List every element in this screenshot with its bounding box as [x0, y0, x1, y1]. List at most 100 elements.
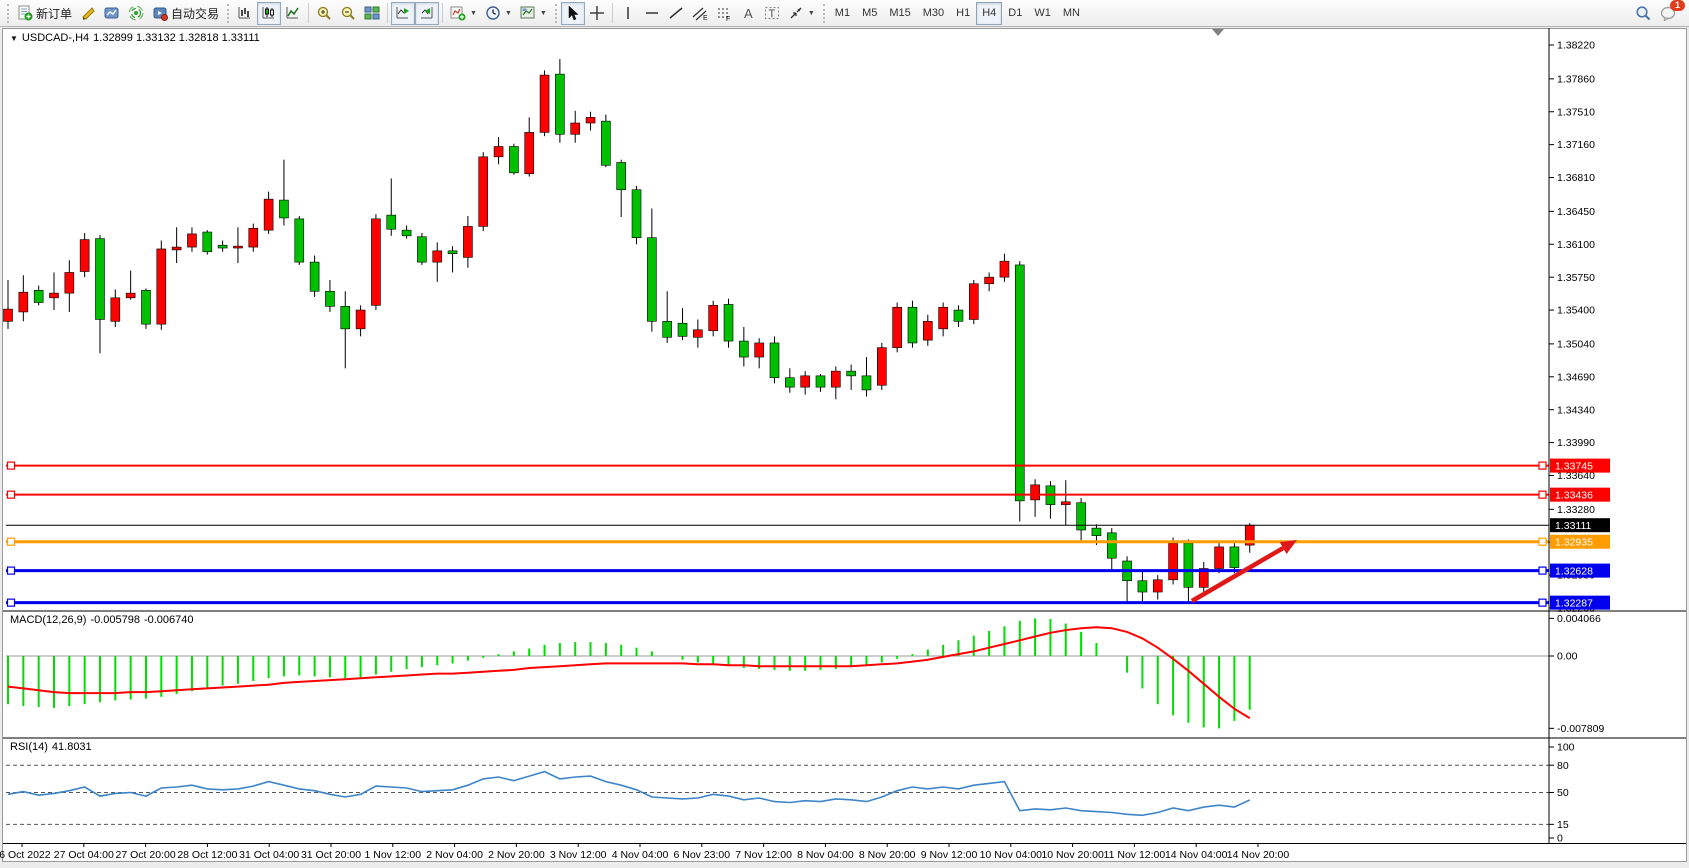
sonar-rings-icon — [128, 5, 144, 21]
candle-body — [585, 117, 596, 124]
level-handle[interactable] — [1538, 566, 1547, 575]
channel-tool-button[interactable]: E — [688, 2, 712, 25]
time-tick-label: 8 Nov 04:00 — [797, 849, 854, 861]
fibonacci-tool-button[interactable]: F — [712, 2, 736, 25]
tile-windows-button[interactable] — [360, 2, 384, 25]
macd-main-value: -0.005798 — [90, 614, 140, 626]
rsi-name: RSI(14) — [10, 741, 48, 753]
price-level-badge-text: 1.33436 — [1555, 489, 1593, 501]
price-tick-label: 1.36100 — [1557, 239, 1595, 251]
zoom-in-icon — [316, 5, 332, 21]
rsi-tick-label: 15 — [1557, 819, 1569, 831]
level-handle[interactable] — [6, 461, 16, 470]
annotation-arrow[interactable] — [1190, 540, 1297, 603]
bar-chart-button[interactable] — [233, 2, 257, 25]
line-chart-button[interactable] — [281, 2, 305, 25]
horizontal-line-icon — [644, 5, 660, 21]
fibonacci-icon: F — [716, 5, 732, 21]
price-tick-label: 1.37860 — [1557, 73, 1595, 85]
timeframe-m5-button[interactable]: M5 — [862, 7, 878, 19]
candle-body — [355, 309, 366, 330]
level-handle[interactable] — [6, 537, 16, 546]
candle-body — [601, 120, 611, 166]
zoom-in-button[interactable] — [312, 2, 336, 25]
cursor-icon — [565, 5, 581, 21]
rsi-line — [7, 770, 1251, 817]
timeframe-d1-button[interactable]: D1 — [1008, 7, 1023, 19]
text-tool-button[interactable]: A — [736, 2, 760, 25]
profile-button[interactable] — [76, 2, 100, 25]
horizontal-line-tool-button[interactable] — [640, 2, 664, 25]
periods-button[interactable]: ▼ — [481, 2, 516, 25]
candle-body — [831, 370, 841, 388]
add-indicator-icon — [450, 5, 466, 21]
candle-body — [968, 283, 979, 320]
crosshair-tool-button[interactable] — [585, 2, 609, 25]
candle-body — [49, 292, 59, 299]
candle-body — [662, 321, 672, 338]
vertical-line-tool-button[interactable] — [616, 2, 640, 25]
dropdown-caret-icon: ▼ — [539, 9, 547, 17]
level-handle[interactable] — [1538, 537, 1547, 546]
notifications-icon[interactable]: 1 — [1660, 0, 1685, 21]
candle-body — [1076, 502, 1086, 531]
timeframe-h4-button[interactable]: H4 — [976, 1, 1003, 25]
search-icon[interactable] — [1635, 5, 1652, 22]
level-handle[interactable] — [6, 566, 16, 575]
autoscroll-button[interactable] — [391, 1, 416, 25]
svg-text:E: E — [703, 15, 708, 21]
candlestick-chart-button[interactable] — [257, 1, 282, 25]
timeframe-m15-button[interactable]: M15 — [889, 7, 911, 19]
candle-body — [371, 218, 381, 306]
autotrade-icon — [152, 5, 169, 21]
arrows-tool-button[interactable]: ▼ — [784, 2, 819, 25]
cursor-tool-button[interactable] — [560, 1, 585, 25]
arrow-objects-icon — [788, 5, 804, 21]
toolbar-separator — [387, 3, 389, 23]
rsi-value: 41.8031 — [51, 741, 92, 753]
candle-body — [202, 231, 213, 253]
svg-text:T: T — [768, 8, 775, 20]
autotrade-button[interactable]: 自动交易 — [148, 2, 223, 25]
chart-shift-button[interactable] — [415, 1, 440, 25]
arrow-head — [1279, 540, 1297, 554]
level-handle[interactable] — [1538, 598, 1547, 607]
time-tick-label: 27 Oct 04:00 — [54, 849, 114, 861]
level-handle[interactable] — [6, 490, 16, 499]
candle-body — [447, 250, 458, 254]
time-tick-label: 2 Nov 20:00 — [488, 849, 545, 861]
price-tick-label: 1.33280 — [1557, 504, 1595, 516]
timeframe-w1-button[interactable]: W1 — [1034, 7, 1051, 19]
zoom-out-button[interactable] — [336, 2, 360, 25]
timeframe-m1-button[interactable]: M1 — [834, 7, 851, 19]
time-tick-label: 9 Nov 12:00 — [921, 849, 978, 861]
collapse-arrow-icon[interactable]: ▼ — [10, 34, 18, 43]
price-tick-label: 1.33990 — [1557, 437, 1595, 449]
price-level-badge — [1550, 487, 1610, 502]
timeframe-mn-button[interactable]: MN — [1062, 7, 1080, 19]
price-level-badge-text: 1.32628 — [1555, 565, 1593, 577]
charts-window-button[interactable] — [100, 2, 124, 25]
templates-button[interactable]: ▼ — [516, 2, 551, 25]
candle-body — [570, 122, 581, 135]
zoom-out-icon — [340, 5, 356, 21]
timeframe-h1-button[interactable]: H1 — [956, 7, 971, 19]
level-handle[interactable] — [1538, 461, 1547, 470]
candle-body — [95, 238, 105, 320]
time-tick-label: 10 Nov 20:00 — [1041, 849, 1104, 861]
candle-body — [846, 370, 856, 377]
level-handle[interactable] — [1538, 490, 1547, 499]
new-order-button[interactable]: 新订单 — [13, 2, 76, 25]
price-level-badge-text: 1.32935 — [1555, 537, 1593, 549]
text-label-tool-button[interactable]: T — [760, 2, 784, 25]
macd-indicator-label: MACD(12,26,9) -0.005798 -0.006740 — [10, 614, 194, 626]
macd-tick-label: 0.004066 — [1557, 613, 1601, 625]
chart-symbol-period: USDCAD-,H4 — [21, 32, 90, 44]
level-handle[interactable] — [6, 598, 16, 607]
indicators-button[interactable]: ▼ — [446, 2, 481, 25]
trendline-tool-button[interactable] — [664, 2, 688, 25]
timeframe-m30-button[interactable]: M30 — [922, 7, 945, 19]
signals-button[interactable] — [124, 2, 148, 25]
